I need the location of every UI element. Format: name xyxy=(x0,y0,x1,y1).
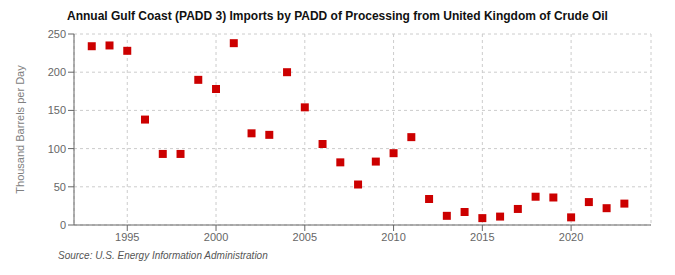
svg-text:2015: 2015 xyxy=(470,231,494,243)
svg-text:2010: 2010 xyxy=(381,231,405,243)
svg-text:100: 100 xyxy=(48,143,66,155)
svg-text:0: 0 xyxy=(60,219,66,231)
svg-text:2020: 2020 xyxy=(559,231,583,243)
svg-text:200: 200 xyxy=(48,66,66,78)
svg-text:50: 50 xyxy=(54,181,66,193)
svg-text:Thousand Barrels per Day: Thousand Barrels per Day xyxy=(14,65,26,194)
svg-text:2000: 2000 xyxy=(204,231,228,243)
svg-text:250: 250 xyxy=(48,28,66,40)
html-text:Source: U.S. Energy Informatio: Source: U.S. Energy Information Administ… xyxy=(58,250,268,261)
svg-text:150: 150 xyxy=(48,104,66,116)
svg-text:1995: 1995 xyxy=(115,231,139,243)
svg-text:2005: 2005 xyxy=(293,231,317,243)
html-text:Annual Gulf Coast (PADD 3) Imp: Annual Gulf Coast (PADD 3) Imports by PA… xyxy=(67,9,608,23)
